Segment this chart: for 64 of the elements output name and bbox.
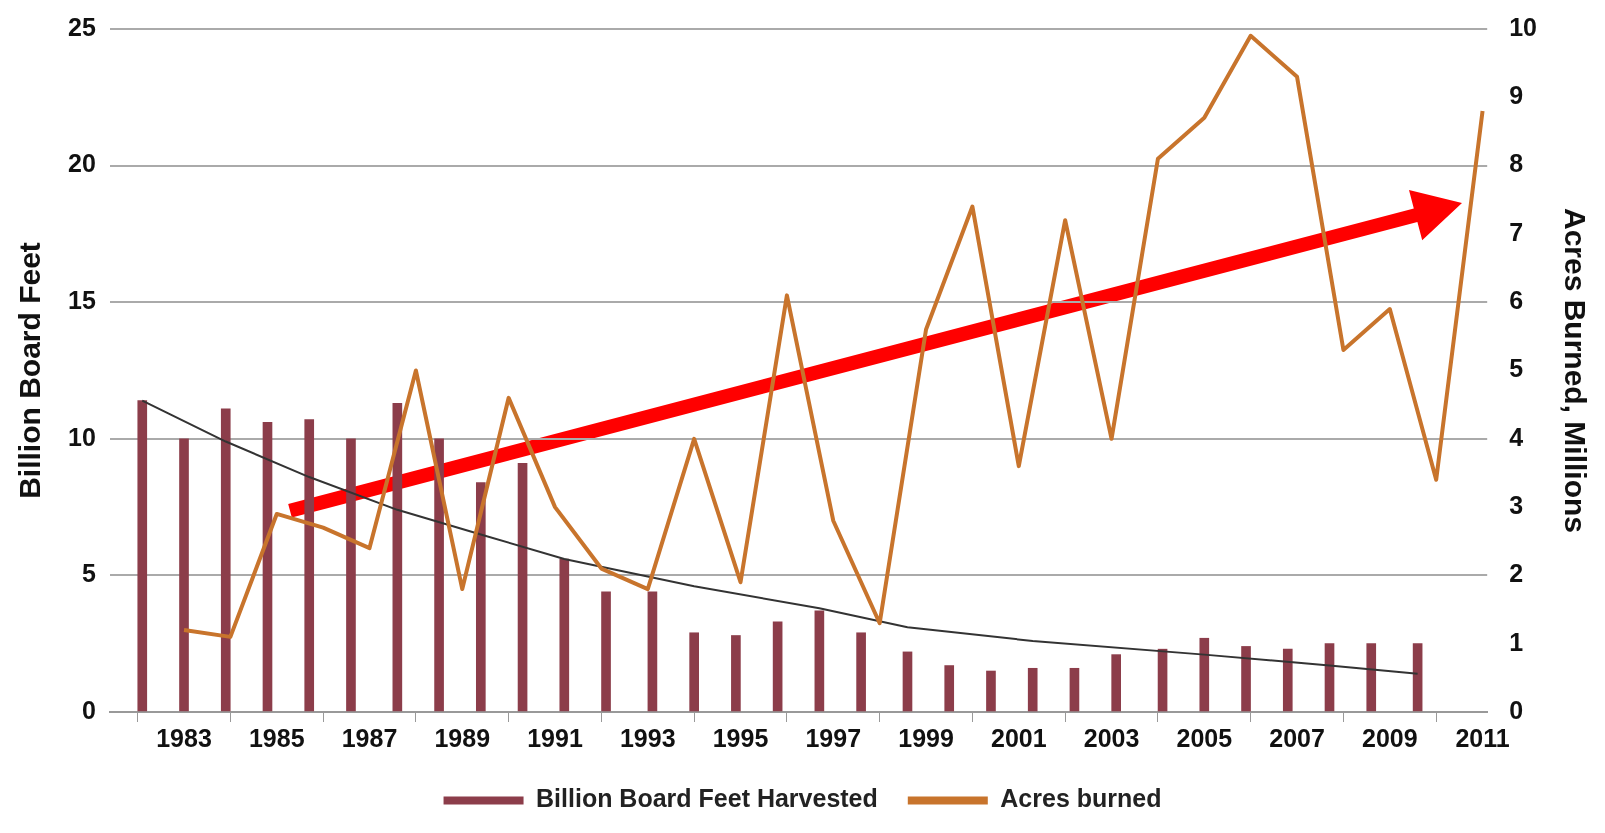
bar: [220, 408, 231, 712]
x-tick-label: 1999: [898, 723, 954, 752]
x-tick-label: 1983: [156, 723, 212, 752]
y-tick-label: 15: [68, 286, 96, 315]
bar: [1282, 648, 1293, 712]
bar: [814, 610, 825, 712]
y-tick-label: 20: [68, 149, 96, 178]
legend-label: Acres burned: [1000, 784, 1162, 813]
bar: [1324, 643, 1335, 712]
y2-tick-label: 6: [1509, 286, 1524, 315]
bar: [179, 438, 189, 712]
x-tick-label: 1985: [248, 723, 305, 752]
bar: [475, 482, 486, 712]
y-tick-label: 5: [81, 559, 96, 588]
bar: [772, 621, 783, 712]
bar: [346, 438, 356, 712]
bar: [856, 632, 866, 712]
y2-tick-label: 10: [1509, 12, 1537, 41]
bar: [1199, 637, 1210, 712]
x-tick-label: 2001: [990, 723, 1047, 752]
bar: [902, 651, 913, 712]
x-tick-label: 1995: [712, 723, 769, 752]
y2-axis-title: Acres Burned, Millions: [1558, 207, 1592, 534]
bar: [1412, 643, 1423, 712]
x-tick-label: 1991: [527, 723, 583, 752]
y-tick-label: 10: [68, 422, 96, 451]
x-tick-label: 1997: [805, 723, 862, 752]
x-tick-label: 1989: [434, 723, 491, 752]
x-tick-label: 2007: [1269, 723, 1325, 752]
y-tick-label: 25: [68, 12, 96, 41]
bar: [434, 438, 444, 712]
bar: [731, 635, 741, 712]
y2-tick-label: 1: [1509, 627, 1524, 656]
legend-label: Billion Board Feet Harvested: [536, 784, 878, 813]
y2-tick-label: 4: [1509, 422, 1524, 451]
y2-tick-label: 7: [1509, 217, 1524, 246]
bar: [986, 670, 996, 712]
y-axis-title: Billion Board Feet: [13, 242, 47, 499]
bar: [517, 463, 528, 712]
y2-tick-label: 2: [1509, 559, 1524, 588]
bar: [304, 419, 315, 712]
bar: [601, 591, 611, 712]
x-tick-label: 2005: [1176, 723, 1233, 752]
bar: [944, 665, 955, 712]
bar: [559, 558, 570, 712]
y2-tick-label: 5: [1509, 354, 1524, 383]
x-tick-label: 1987: [341, 723, 398, 752]
y-tick-label: 0: [81, 695, 96, 724]
bar: [1366, 643, 1377, 712]
y2-tick-label: 8: [1509, 149, 1524, 178]
x-tick-label: 1993: [619, 723, 676, 752]
bar: [1069, 667, 1080, 712]
bar: [137, 400, 148, 712]
y2-tick-label: 3: [1509, 490, 1524, 519]
bar: [689, 632, 699, 712]
x-tick-label: 2003: [1083, 723, 1140, 752]
y2-tick-label: 0: [1509, 695, 1524, 724]
y2-tick-label: 9: [1509, 81, 1524, 110]
bar: [1027, 667, 1038, 712]
bar: [1241, 646, 1251, 712]
bar: [647, 591, 658, 712]
bar: [1111, 654, 1122, 712]
x-tick-label: 2009: [1361, 723, 1418, 752]
x-tick-label: 2011: [1455, 723, 1510, 752]
